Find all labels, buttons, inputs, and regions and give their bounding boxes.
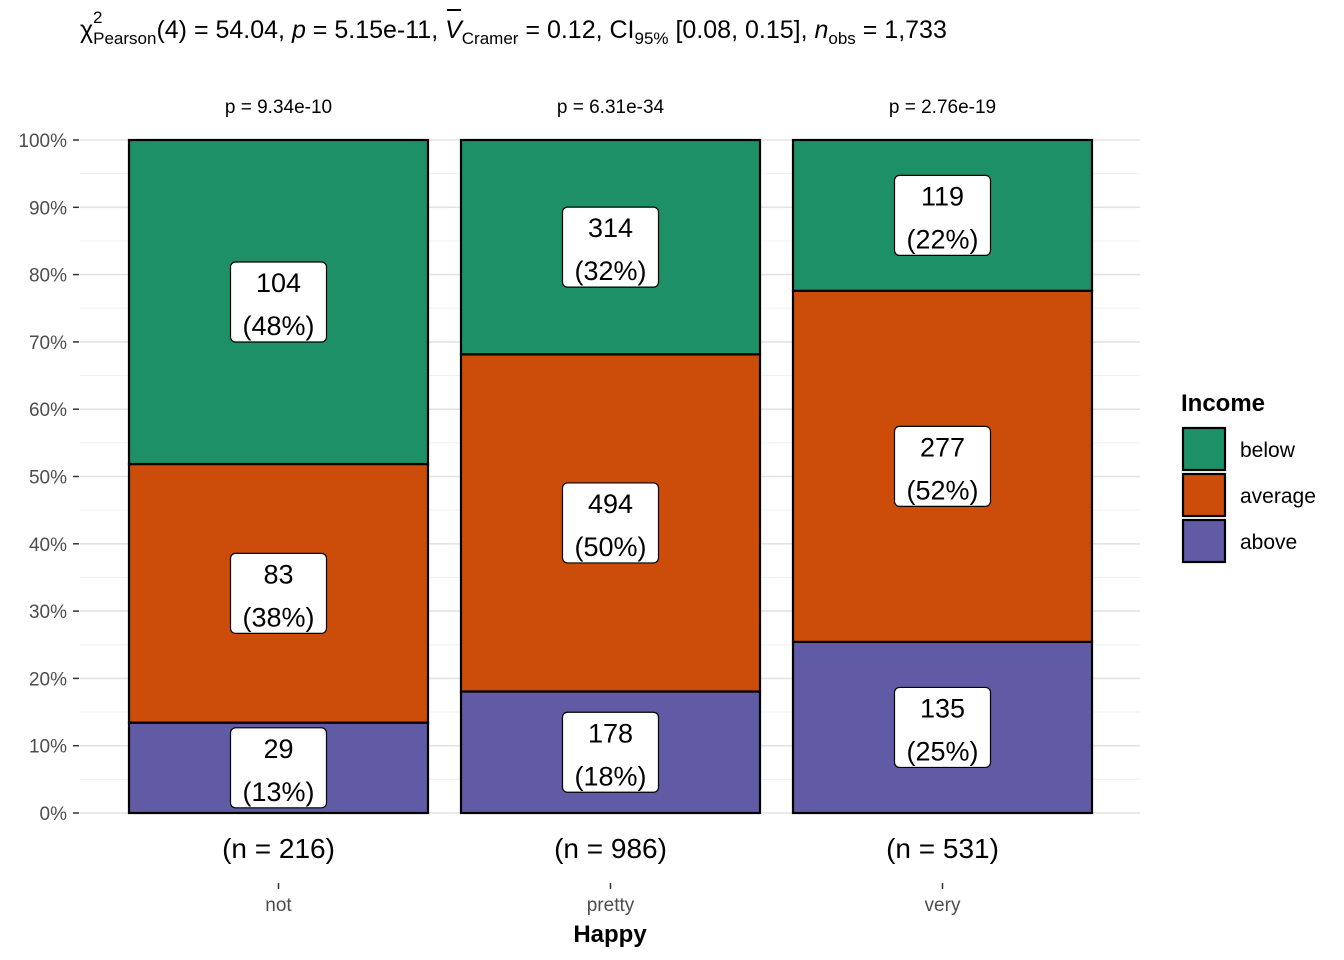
title-ci-sub: 95% [634,29,669,48]
x-tick-label: pretty [587,895,635,916]
legend-swatch-average [1181,472,1227,518]
chi-letter: χ [80,16,94,44]
data-label-percent: (32%) [574,256,646,286]
x-tick-label: not [265,895,292,916]
x-tick-label: very [925,895,961,916]
y-tick-label: 90% [29,198,67,219]
data-label-percent: (48%) [242,311,314,341]
y-tick-label: 20% [29,669,67,690]
y-tick-label: 50% [29,468,67,489]
y-tick-label: 10% [29,737,67,758]
data-label-box [229,261,328,343]
data-label-box [893,425,992,507]
category-p-value: p = 2.76e-19 [889,97,996,118]
title-p: p [291,16,306,44]
title-n: n [814,16,829,44]
title-p-value: = 5.15e-11, [305,16,446,44]
data-label-count: 29 [263,734,293,764]
chart-title: χ 2 Pearson(4) = 54.04, p = 5.15e-11, VCra… [80,8,947,49]
data-label-box [893,174,992,257]
title-v: V [445,9,462,44]
y-tick-label: 70% [29,333,67,354]
data-label-box [229,552,328,634]
legend-swatch-above [1181,518,1227,564]
y-tick-label: 60% [29,400,67,421]
data-label-box [561,482,660,564]
data-label-percent: (13%) [242,777,314,807]
data-label-count: 119 [921,181,964,211]
data-label-count: 178 [588,718,633,748]
data-label-percent: (52%) [906,475,978,505]
category-n: (n = 986) [554,833,667,864]
data-label-box [561,206,660,288]
data-label-percent: (50%) [574,532,646,562]
data-label-box [893,686,992,769]
data-label-box [229,727,328,809]
data-label-count: 314 [588,213,633,243]
data-label-count: 83 [263,559,293,589]
title-v-value: = 0.12, CI [518,16,635,44]
x-axis-title: Happy [573,921,647,948]
category-p-value: p = 6.31e-34 [557,97,665,118]
title-ci-value: [0.08, 0.15], [668,16,815,44]
title-n-sub: obs [828,29,856,48]
y-tick-label: 40% [29,535,67,556]
legend-label-above: above [1240,531,1297,554]
y-tick-label: 80% [29,266,67,287]
title-v-sub: Cramer [461,29,519,48]
data-label-count: 135 [920,693,965,723]
category-p-value: p = 9.34e-10 [225,97,332,118]
data-label-percent: (25%) [906,736,978,766]
legend-label-below: below [1240,439,1296,462]
category-n: (n = 531) [886,833,999,864]
data-label-percent: (18%) [574,761,646,791]
chi-sub: Pearson [93,29,157,48]
y-tick-label: 100% [18,131,67,152]
legend-label-average: average [1240,485,1316,508]
title-df: (4) = 54.04, [156,16,292,44]
chi-sup: 2 [93,8,103,27]
data-label-count: 494 [588,489,633,519]
category-n: (n = 216) [222,833,335,864]
data-label-count: 277 [920,432,965,462]
y-tick-label: 0% [40,804,68,825]
data-label-box [561,711,660,793]
data-label-count: 104 [256,268,301,298]
legend-title: Income [1181,390,1265,417]
title-n-value: = 1,733 [855,16,947,44]
data-label-percent: (22%) [906,224,978,254]
legend-swatch-below [1181,426,1227,472]
y-tick-label: 30% [29,602,67,623]
data-label-percent: (38%) [242,602,314,632]
